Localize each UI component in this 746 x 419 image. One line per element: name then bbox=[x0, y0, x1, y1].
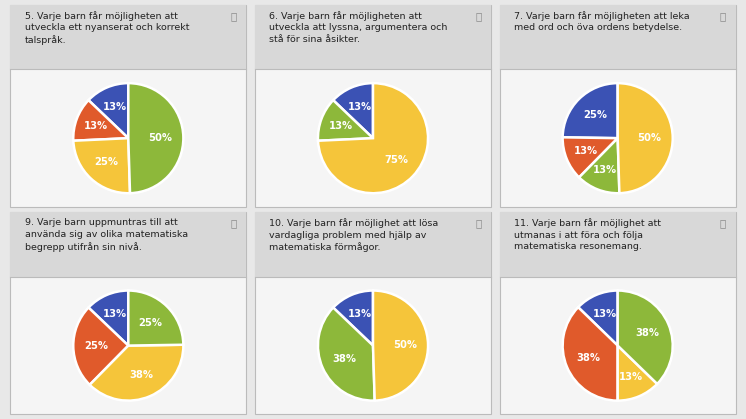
Text: 13%: 13% bbox=[592, 309, 616, 319]
Wedge shape bbox=[618, 83, 673, 193]
Wedge shape bbox=[578, 290, 618, 346]
Wedge shape bbox=[128, 290, 184, 346]
Text: 13%: 13% bbox=[619, 372, 643, 382]
Wedge shape bbox=[318, 100, 373, 141]
Wedge shape bbox=[73, 308, 128, 385]
Wedge shape bbox=[90, 345, 184, 401]
Text: 25%: 25% bbox=[583, 111, 607, 120]
Text: 38%: 38% bbox=[577, 353, 601, 363]
Text: 13%: 13% bbox=[574, 146, 598, 156]
Wedge shape bbox=[579, 138, 619, 193]
Text: 38%: 38% bbox=[635, 328, 659, 338]
Text: 10. Varje barn får möjlighet att lösa
vardagliga problem med hjälp av
matematisk: 10. Varje barn får möjlighet att lösa va… bbox=[269, 218, 439, 252]
Text: 7. Varje barn får möjligheten att leka
med ord och öva ordens betydelse.: 7. Varje barn får möjligheten att leka m… bbox=[514, 11, 689, 32]
Wedge shape bbox=[128, 83, 184, 193]
Text: 50%: 50% bbox=[393, 340, 417, 350]
Wedge shape bbox=[333, 83, 373, 138]
Text: 25%: 25% bbox=[139, 318, 163, 328]
Text: 13%: 13% bbox=[84, 121, 108, 131]
Wedge shape bbox=[618, 290, 673, 384]
Text: ⓘ: ⓘ bbox=[231, 218, 236, 228]
Wedge shape bbox=[318, 308, 374, 401]
Wedge shape bbox=[562, 83, 618, 138]
Text: 75%: 75% bbox=[384, 155, 408, 165]
Text: 5. Varje barn får möjligheten att
utveckla ett nyanserat och korrekt
talspråk.: 5. Varje barn får möjligheten att utveck… bbox=[25, 11, 189, 45]
Text: 38%: 38% bbox=[129, 370, 153, 380]
Text: ⓘ: ⓘ bbox=[475, 218, 481, 228]
Wedge shape bbox=[333, 290, 373, 346]
Text: 38%: 38% bbox=[332, 354, 356, 364]
Wedge shape bbox=[618, 346, 657, 401]
Wedge shape bbox=[89, 290, 128, 346]
Text: 13%: 13% bbox=[348, 309, 372, 319]
Wedge shape bbox=[73, 138, 130, 193]
Text: 13%: 13% bbox=[103, 309, 127, 319]
Wedge shape bbox=[318, 83, 428, 193]
Text: 13%: 13% bbox=[348, 102, 372, 112]
Text: 9. Varje barn uppmuntras till att
använda sig av olika matematiska
begrepp utifr: 9. Varje barn uppmuntras till att använd… bbox=[25, 218, 188, 251]
Text: ⓘ: ⓘ bbox=[720, 11, 726, 21]
Text: 6. Varje barn får möjligheten att
utveckla att lyssna, argumentera och
stå för s: 6. Varje barn får möjligheten att utveck… bbox=[269, 11, 448, 44]
Text: 13%: 13% bbox=[103, 102, 127, 112]
Wedge shape bbox=[562, 137, 618, 177]
Text: 50%: 50% bbox=[638, 133, 662, 143]
Text: 13%: 13% bbox=[593, 165, 617, 175]
Text: 25%: 25% bbox=[95, 157, 119, 167]
Text: 50%: 50% bbox=[148, 133, 172, 143]
Wedge shape bbox=[73, 100, 128, 141]
Wedge shape bbox=[373, 290, 428, 401]
Text: 25%: 25% bbox=[84, 341, 108, 351]
Text: ⓘ: ⓘ bbox=[720, 218, 726, 228]
Text: ⓘ: ⓘ bbox=[475, 11, 481, 21]
Text: 13%: 13% bbox=[329, 121, 353, 131]
Wedge shape bbox=[89, 83, 128, 138]
Text: ⓘ: ⓘ bbox=[231, 11, 236, 21]
Text: 11. Varje barn får möjlighet att
utmanas i att föra och följa
matematiska resone: 11. Varje barn får möjlighet att utmanas… bbox=[514, 218, 661, 251]
Wedge shape bbox=[562, 307, 618, 401]
